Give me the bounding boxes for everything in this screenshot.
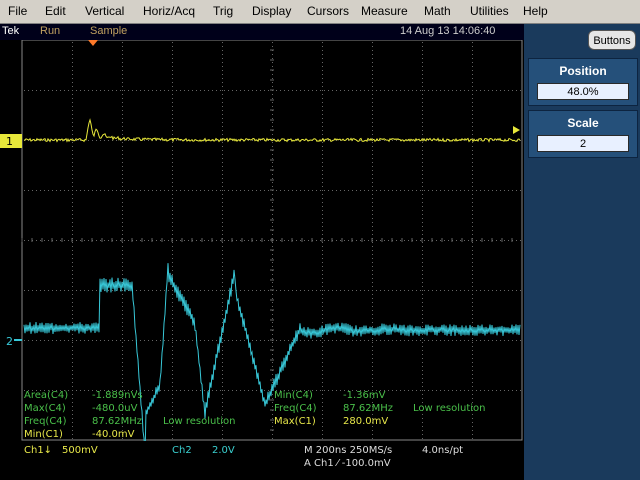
scale-value[interactable]: 2 xyxy=(537,135,629,152)
meas-value: -480.0uV xyxy=(92,403,138,414)
menu-cursors[interactable]: Cursors xyxy=(307,4,350,18)
ch2-marker-label: 2 xyxy=(6,335,13,348)
acq-mode: Sample xyxy=(90,25,128,37)
menu-trig[interactable]: Trig xyxy=(213,4,234,18)
menu-edit[interactable]: Edit xyxy=(45,4,66,18)
waveform-display[interactable]: 1 2 xyxy=(0,40,524,441)
ch2-scale[interactable]: 2.0V xyxy=(212,445,235,456)
ch1-scale[interactable]: 500mV xyxy=(62,445,98,456)
menu-file[interactable]: File xyxy=(8,4,28,18)
scale-label: Scale xyxy=(567,116,599,130)
menu-help[interactable]: Help xyxy=(523,4,548,18)
meas-value: 280.0mV xyxy=(343,416,389,427)
trigger-readout[interactable]: A Ch1 ⁄ -100.0mV xyxy=(304,458,391,469)
run-status: Run xyxy=(40,25,61,37)
meas-label: Freq(C4) xyxy=(24,416,67,427)
ch1-marker-label: 1 xyxy=(6,135,13,148)
buttons-button[interactable]: Buttons xyxy=(588,30,636,50)
meas-value: 87.62MHz xyxy=(343,403,394,414)
bottom-status-bar: Ch1↓ 500mV Ch2 2.0V M 200ns 250MS/s 4.0n… xyxy=(0,441,524,480)
menu-vertical[interactable]: Vertical xyxy=(85,4,125,18)
menu-horizacq[interactable]: Horiz/Acq xyxy=(143,4,196,18)
position-control[interactable]: Position 48.0% xyxy=(528,58,638,106)
meas-value: -40.0mV xyxy=(92,429,135,440)
meas-label: Min(C4) xyxy=(274,390,313,401)
meas-label: Freq(C4) xyxy=(274,403,317,414)
menu-math[interactable]: Math xyxy=(424,4,451,18)
meas-label: Max(C4) xyxy=(24,403,66,414)
points-per-div: 4.0ns/pt xyxy=(422,445,464,456)
meas-label: Min(C1) xyxy=(24,429,63,440)
datetime: 14 Aug 13 14:06:40 xyxy=(400,25,496,37)
meas-label: Area(C4) xyxy=(24,390,69,401)
position-label: Position xyxy=(559,64,607,78)
ch2-waveform xyxy=(23,263,521,441)
brand-label: Tek xyxy=(2,25,20,37)
timebase[interactable]: M 200ns 250MS/s xyxy=(304,445,393,456)
position-value[interactable]: 48.0% xyxy=(537,83,629,100)
trigger-position-marker[interactable] xyxy=(88,40,98,46)
meas-value: -1.36mV xyxy=(343,390,386,401)
meas-value: 87.62MHz xyxy=(92,416,143,427)
ch2-label[interactable]: Ch2 xyxy=(172,445,192,456)
status-bar: Tek Run Sample 14 Aug 13 14:06:40 xyxy=(0,24,527,40)
menu-utilities[interactable]: Utilities xyxy=(470,4,509,18)
meas-note: Low resolution xyxy=(163,416,236,427)
ch1-marker[interactable] xyxy=(0,134,22,148)
ch1-waveform xyxy=(23,118,521,143)
meas-value: -1.889nVs xyxy=(92,390,143,401)
menu-measure[interactable]: Measure xyxy=(361,4,408,18)
meas-note: Low resolution xyxy=(413,403,486,414)
menu-bar: File Edit Vertical Horiz/Acq Trig Display Curs… xyxy=(0,0,640,24)
ch1-label[interactable]: Ch1↓ xyxy=(24,445,53,456)
scale-control[interactable]: Scale 2 xyxy=(528,110,638,158)
meas-label: Max(C1) xyxy=(274,416,316,427)
graticule-grid xyxy=(21,40,521,439)
trigger-level-marker[interactable] xyxy=(513,126,520,134)
menu-display[interactable]: Display xyxy=(252,4,292,18)
